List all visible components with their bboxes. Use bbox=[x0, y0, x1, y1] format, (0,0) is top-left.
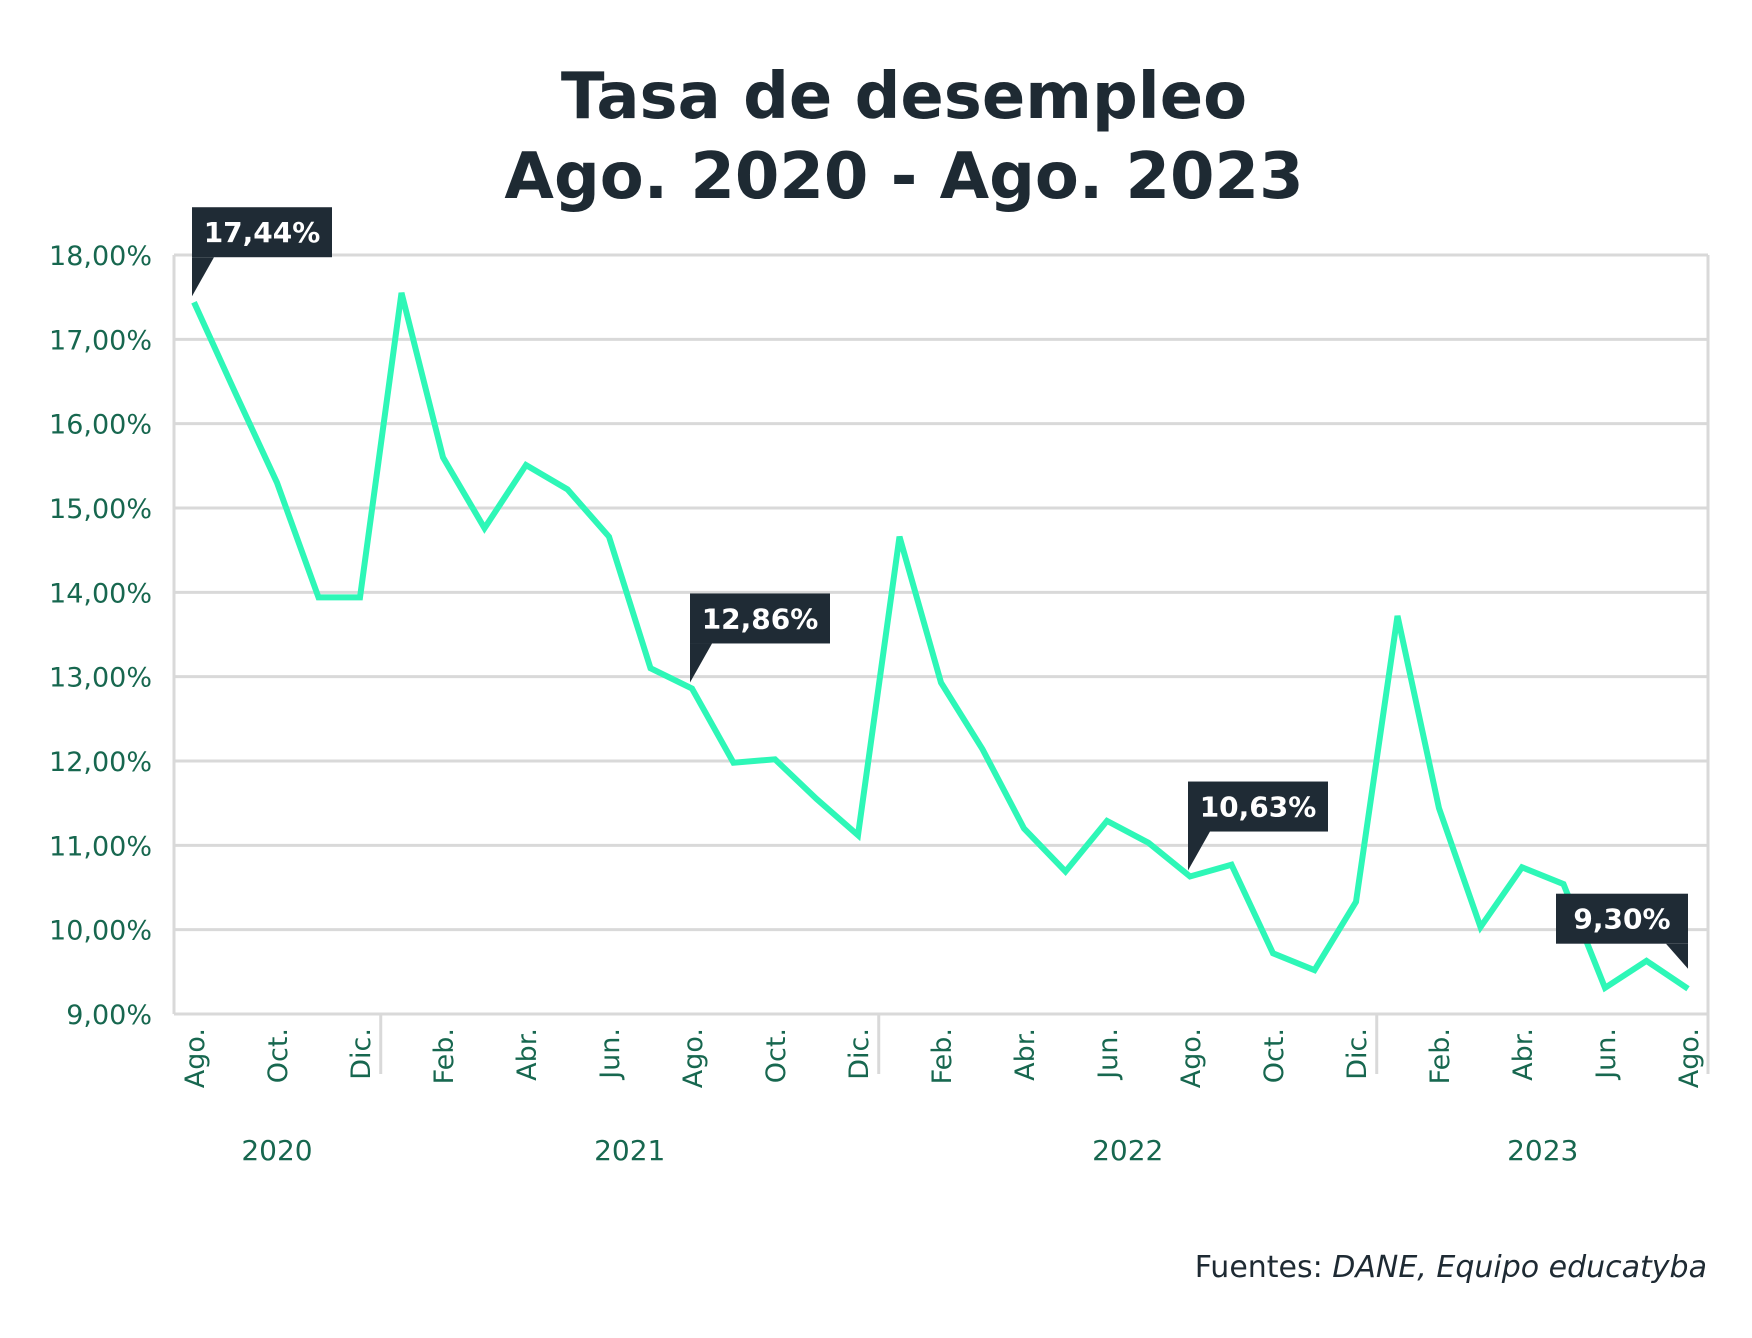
y-tick-label: 14,00% bbox=[49, 578, 152, 609]
x-tick-label: Jun. bbox=[1591, 1028, 1622, 1081]
year-label: 2021 bbox=[594, 1134, 665, 1167]
x-tick-label: Ago. bbox=[1176, 1028, 1207, 1088]
x-tick-label: Dic. bbox=[1342, 1028, 1373, 1080]
callout-label: 10,63% bbox=[1200, 791, 1317, 824]
x-axis: Ago. Oct. Dic. Feb. Abr. Jun. Ago. Oct. Dic. Feb.… bbox=[180, 1028, 1705, 1167]
grid bbox=[174, 255, 1708, 1074]
y-tick-label: 16,00% bbox=[49, 410, 152, 441]
x-tick-label: Ago. bbox=[180, 1028, 211, 1088]
y-tick-label: 10,00% bbox=[49, 916, 152, 947]
callout-pointer bbox=[192, 257, 214, 296]
year-label: 2022 bbox=[1092, 1134, 1163, 1167]
chart-title-line-2: Ago. 2020 - Ago. 2023 bbox=[504, 140, 1303, 214]
x-tick-label: Dic. bbox=[844, 1028, 875, 1080]
series bbox=[194, 293, 1688, 989]
x-tick-label: Dic. bbox=[346, 1028, 377, 1080]
x-tick-label: Ago. bbox=[678, 1028, 709, 1088]
y-tick-label: 12,00% bbox=[49, 747, 152, 778]
callout-36: 9,30% bbox=[1556, 894, 1688, 969]
x-tick-label: Oct. bbox=[761, 1028, 792, 1083]
x-tick-label: Abr. bbox=[1010, 1028, 1041, 1081]
x-tick-label: Abr. bbox=[512, 1028, 543, 1081]
y-tick-label: 17,00% bbox=[49, 325, 152, 356]
x-tick-label: Jun. bbox=[1093, 1028, 1124, 1081]
x-tick-label: Abr. bbox=[1508, 1028, 1539, 1081]
x-tick-label: Ago. bbox=[1674, 1028, 1705, 1088]
x-tick-label: Oct. bbox=[1259, 1028, 1290, 1083]
y-tick-label: 15,00% bbox=[49, 494, 152, 525]
x-tick-label: Feb. bbox=[927, 1028, 958, 1084]
callout-24: 10,63% bbox=[1188, 782, 1328, 871]
y-tick-label: 18,00% bbox=[49, 241, 152, 272]
source-names: DANE, Equipo educatyba bbox=[1332, 1250, 1707, 1285]
y-axis: 9,00% 10,00% 11,00% 12,00% 13,00% 14,00% 15,00… bbox=[49, 241, 152, 1031]
callout-12: 12,86% bbox=[690, 593, 830, 682]
year-label: 2020 bbox=[241, 1134, 312, 1167]
y-tick-label: 11,00% bbox=[49, 831, 152, 862]
callout-0: 17,44% bbox=[192, 207, 332, 296]
source-prefix: Fuentes: bbox=[1195, 1250, 1333, 1285]
x-tick-label: Jun. bbox=[595, 1028, 626, 1081]
callout-label: 12,86% bbox=[702, 602, 819, 635]
year-label: 2023 bbox=[1507, 1134, 1578, 1167]
callout-pointer bbox=[1666, 944, 1688, 969]
x-tick-label: Oct. bbox=[263, 1028, 294, 1083]
callout-pointer bbox=[1188, 832, 1210, 871]
callout-label: 9,30% bbox=[1573, 903, 1670, 936]
unemployment-rate-line bbox=[194, 293, 1688, 989]
y-tick-label: 9,00% bbox=[66, 1000, 152, 1031]
source-note: Fuentes: DANE, Equipo educatyba bbox=[1195, 1250, 1707, 1285]
callout-label: 17,44% bbox=[204, 216, 321, 249]
chart-title-line-1: Tasa de desempleo bbox=[561, 60, 1247, 134]
x-tick-label: Feb. bbox=[1425, 1028, 1456, 1084]
y-tick-label: 13,00% bbox=[49, 663, 152, 694]
x-tick-label: Feb. bbox=[429, 1028, 460, 1084]
callouts: 17,44% 12,86% 10,63% 9,30% bbox=[192, 207, 1688, 968]
